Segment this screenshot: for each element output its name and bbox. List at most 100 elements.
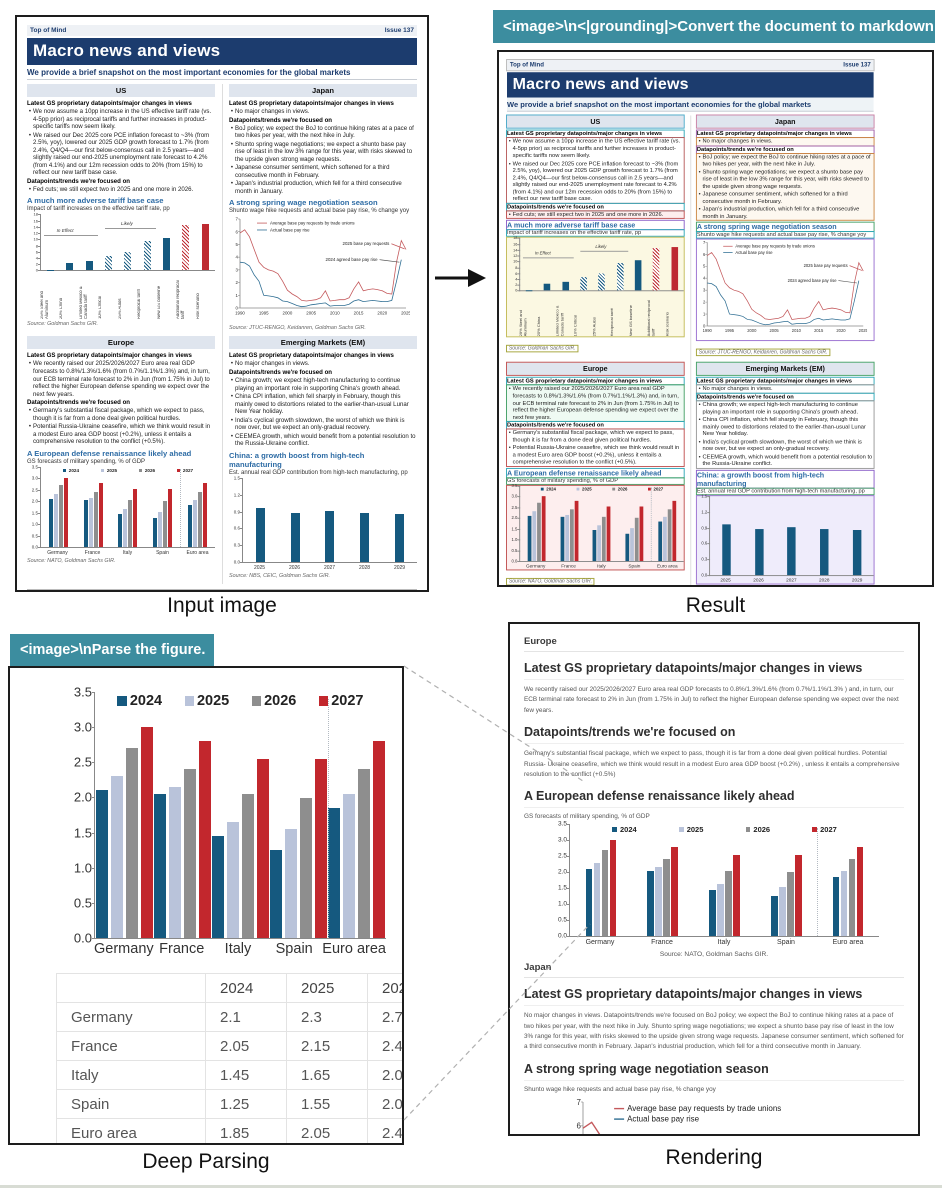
annotation-in-effect: In Effect	[56, 227, 74, 233]
category-label: Limited Mexico & Canada tariff	[555, 306, 565, 337]
bar	[95, 790, 108, 938]
category-label: Germany	[585, 939, 615, 947]
bullet-text: We raised our Dec 2025 core PCE inflatio…	[33, 131, 210, 177]
bar-slot	[138, 214, 157, 271]
table-cell: 1.55	[286, 1089, 368, 1119]
table-cell: Germany	[56, 1002, 206, 1032]
lead-focused: Datapoints/trends we're focused on	[229, 116, 333, 124]
ytick-label: 0	[515, 288, 518, 294]
legend-swatch	[540, 487, 544, 491]
ytick-label: 0.5	[557, 916, 567, 924]
column-header: 2026	[367, 973, 402, 1003]
chart-title: A much more adverse tariff base case	[506, 220, 685, 231]
bar	[128, 500, 133, 547]
category-label: Euro area	[656, 563, 678, 570]
bar	[53, 494, 58, 547]
bullet-text: We now assume a 10pp increase in the US …	[33, 108, 212, 131]
chart-source: Source: JTUC-RENGO, Keidanren, Goldman S…	[229, 325, 366, 332]
bullet-list: • BoJ policy; we expect the BoJ to contin…	[695, 152, 875, 222]
category-label: Reciprocal tariff	[610, 308, 615, 337]
svg-text:1: 1	[236, 293, 239, 298]
bar	[635, 518, 639, 561]
bar-group	[313, 478, 348, 562]
svg-text:3: 3	[236, 268, 239, 273]
ytick-label: 6	[35, 249, 38, 255]
category-label: Euro area	[186, 549, 209, 556]
arrow-icon	[435, 269, 486, 287]
bar	[325, 510, 335, 562]
series-line	[707, 252, 864, 321]
annotation: 2024 agreed base pay rise	[788, 278, 838, 283]
bar-group	[775, 496, 808, 576]
category-label: Risk scenario	[195, 293, 200, 320]
legend-item: 2025	[184, 693, 229, 709]
bullet-text: China CPI inflation, which fell sharply …	[702, 416, 866, 438]
category-label: 2027	[786, 577, 797, 584]
bar-group	[710, 496, 743, 576]
ytick-label: 2	[35, 261, 38, 267]
category-label: Spain	[275, 941, 313, 957]
bullet-marker: •	[28, 407, 32, 415]
category-label: Risk scenario	[665, 312, 670, 337]
category-label: Spain	[156, 549, 169, 556]
bullet-text: We recently raised our 2025/2026/2027 Eu…	[33, 360, 210, 398]
chart-subtitle: Impact of tariff increases on the effect…	[27, 206, 170, 213]
chart-title: A European defense renaissance likely ah…	[506, 467, 685, 479]
bar-slot	[176, 214, 195, 271]
bar	[358, 769, 371, 938]
table-cell: 2.1	[205, 1002, 287, 1032]
md-heading-wage: A strong spring wage negotiation season	[524, 1062, 904, 1081]
bar-slot	[41, 214, 60, 271]
bullet-list: • Germany's substantial fiscal package, w…	[27, 407, 215, 446]
ytick-label: 1.2	[701, 509, 708, 515]
bullet-text: Shunto spring wage negotiations; we expe…	[235, 140, 413, 163]
category-label: Germany	[94, 941, 154, 957]
svg-text:2020: 2020	[377, 311, 387, 316]
bar	[163, 238, 171, 271]
svg-text:5: 5	[236, 242, 239, 247]
bar	[564, 514, 569, 561]
chart-subtitle: Est. annual real GDP contribution from h…	[695, 487, 875, 496]
bar-group	[278, 478, 313, 562]
bullet-text: China growth; we expect high-tech manufa…	[235, 377, 401, 392]
svg-text:2025: 2025	[401, 311, 410, 316]
legend-swatch	[176, 468, 180, 472]
bar	[609, 840, 617, 937]
bullet-list: • China growth; we expect high-tech manuf…	[229, 377, 417, 448]
svg-text:2010: 2010	[792, 328, 802, 333]
ytick-label: 3.5	[557, 820, 567, 828]
svg-text:1990: 1990	[235, 311, 245, 316]
bar-group	[553, 486, 586, 561]
bar-group	[211, 692, 269, 938]
legend-swatch	[184, 696, 194, 706]
bar	[541, 496, 546, 561]
bar	[840, 870, 848, 937]
ytick-label: 18	[513, 235, 518, 241]
tariff-chart: 0 2 4 6 8 10 12 14 16 18 In Effect Likely 25% Ste…	[506, 235, 685, 338]
bar	[212, 836, 224, 938]
column-header	[56, 973, 206, 1003]
lead-latest: Latest GS proprietary datapoints/major c…	[229, 352, 394, 360]
gs-document-page: Top of Mind Issue 137 Macro news and vie…	[506, 59, 875, 585]
svg-text:6: 6	[236, 230, 239, 235]
legend-swatch	[251, 696, 262, 706]
bullet-list: • We recently raised our 2025/2026/2027 E…	[506, 384, 685, 423]
bar	[630, 527, 635, 561]
legend-item: 2027	[812, 825, 837, 834]
section-header-japan: Japan	[695, 114, 875, 129]
category-label: Reciprocal tariff	[137, 289, 142, 320]
ytick-label: 2.5	[557, 852, 567, 860]
bar	[536, 502, 541, 561]
bar	[182, 225, 190, 271]
bullet-text: India's cyclical growth slowdown, the wo…	[702, 438, 862, 453]
chart-subtitle: Impact of tariff increases on the effect…	[506, 229, 685, 238]
caption-result: Result	[685, 594, 746, 617]
ytick-label: 0.5	[511, 547, 518, 553]
china-bar-chart: 0.0 0.3 0.6 0.9 1.2 1.5 2025 2026 2027 2028 2029	[229, 475, 417, 571]
table-cell: 1.25	[205, 1089, 287, 1119]
bar	[820, 528, 829, 576]
series-line	[707, 280, 860, 326]
bar	[560, 516, 565, 561]
md-chart-subtitle: Shunto wage hike requests and actual bas…	[524, 1085, 716, 1093]
legend-item: 2026	[138, 468, 155, 473]
